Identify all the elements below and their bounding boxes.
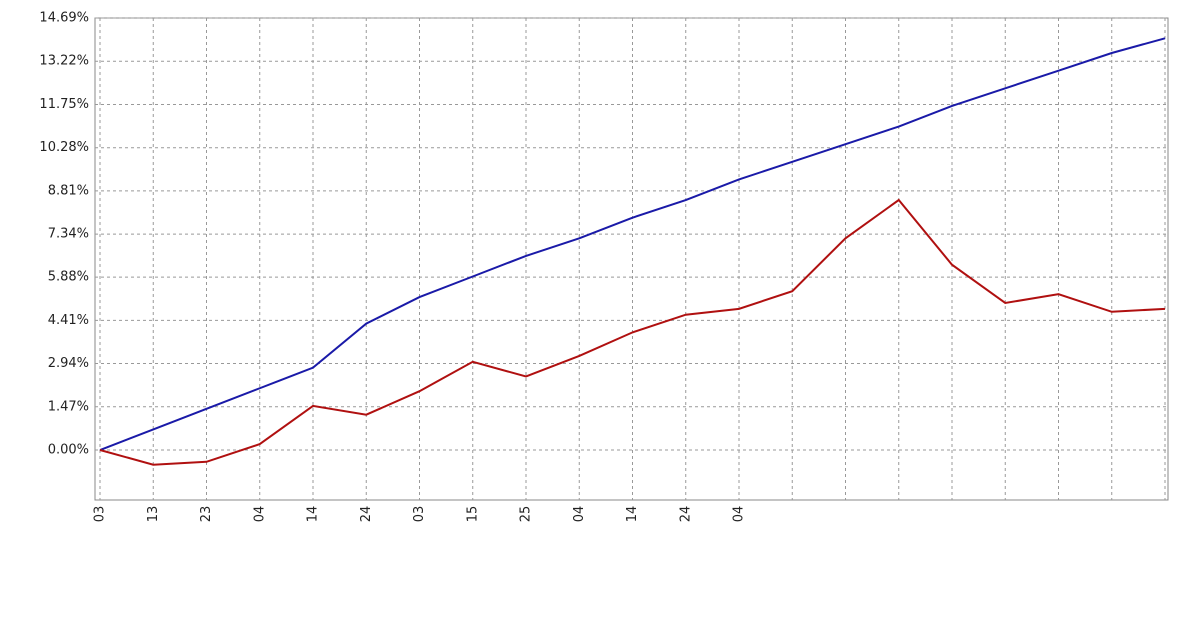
x-tick-label: 15: [465, 506, 480, 523]
y-tick-label: 8.81%: [48, 183, 89, 198]
x-tick-label: 04: [252, 506, 267, 523]
x-tick-label: 03: [412, 506, 427, 523]
y-tick-label: 10.28%: [39, 140, 89, 155]
data-line: [99, 198, 1166, 466]
y-tick-label: 2.94%: [48, 356, 89, 371]
x-tick-label: 25: [519, 506, 534, 523]
x-tick-label: 14: [306, 506, 321, 523]
x-tick-label: 03: [93, 506, 108, 523]
plot-area: [94, 17, 1169, 501]
data-line: [99, 37, 1166, 451]
x-tick-label: 04: [572, 506, 587, 523]
y-tick-label: 0.00%: [48, 443, 89, 458]
y-tick-label: 13.22%: [39, 54, 89, 69]
y-tick-label: 7.34%: [48, 227, 89, 242]
x-tick-label: 23: [199, 506, 214, 523]
y-tick-label: 11.75%: [39, 97, 89, 112]
y-tick-label: 1.47%: [48, 399, 89, 414]
y-tick-label: 14.69%: [39, 11, 89, 26]
y-tick-label: 4.41%: [48, 313, 89, 328]
x-tick-label: 04: [732, 506, 747, 523]
x-tick-label: 13: [146, 506, 161, 523]
y-tick-label: 5.88%: [48, 270, 89, 285]
x-tick-label: 24: [678, 506, 693, 523]
x-tick-label: 14: [625, 506, 640, 523]
x-tick-label: 24: [359, 506, 374, 523]
